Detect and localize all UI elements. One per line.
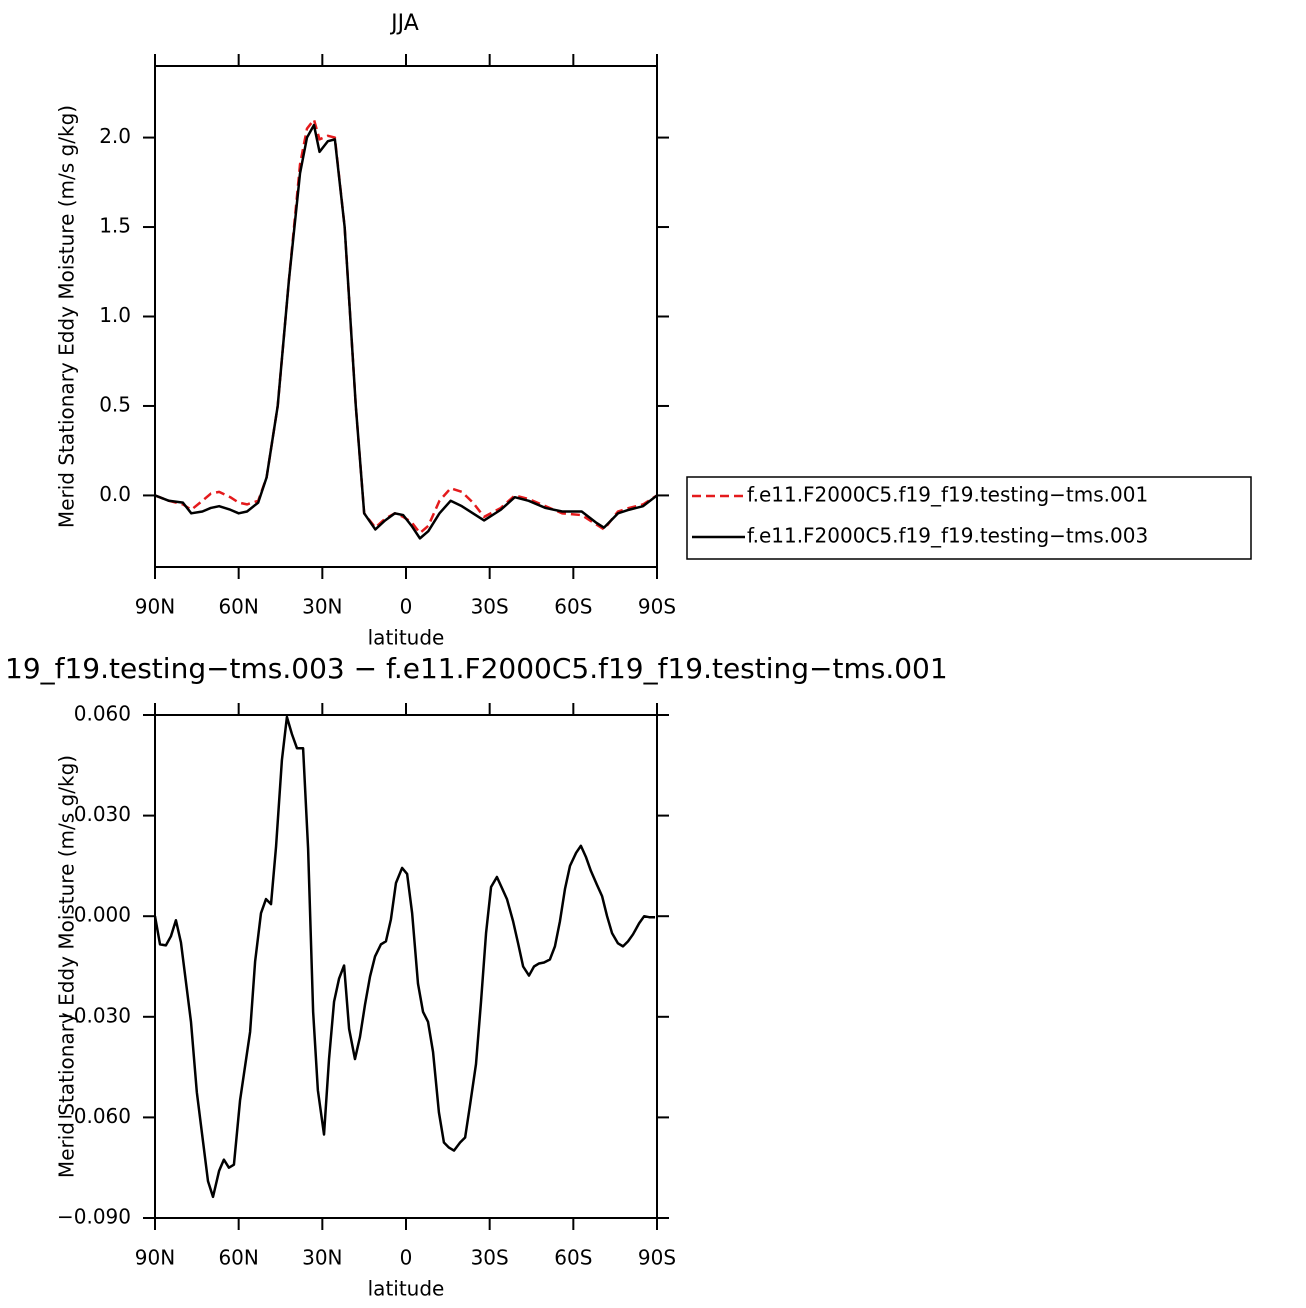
x-tick-label: 60N [218,1246,258,1270]
y-tick-label: 0.0 [99,482,131,506]
y-tick-label: −0.060 [57,1104,131,1128]
data-line [155,715,656,1199]
legend-label: f.e11.F2000C5.f19_f19.testing−tms.003 [747,524,1148,548]
y-axis-label: Merid Stationary Eddy Moisture (m/s g/kg… [55,105,79,528]
chart-title: 19_f19.testing−tms.003 − f.e11.F2000C5.f… [5,652,948,685]
x-tick-label: 0 [400,595,413,619]
plot-area [155,715,656,1199]
plot-frame [154,714,658,1219]
data-line [155,118,657,535]
x-axis-label: latitude [368,626,445,650]
y-tick-label: −0.030 [57,1003,131,1027]
x-tick-label: 30N [302,1246,342,1270]
y-axis-label: Merid Stationary Eddy Moisture (m/s g/kg… [55,755,79,1178]
x-tick-label: 60S [554,595,592,619]
y-tick-label: 0.030 [74,802,131,826]
x-tick-label: 30N [302,595,342,619]
y-tick-label: −0.090 [57,1205,131,1229]
y-tick-label: 1.0 [99,303,131,327]
plot-area [155,118,657,540]
legend-label: f.e11.F2000C5.f19_f19.testing−tms.001 [747,483,1148,507]
x-tick-label: 90N [135,595,175,619]
x-axis-label: latitude [368,1277,445,1301]
x-tick-label: 90S [638,595,676,619]
x-tick-label: 60N [218,595,258,619]
x-tick-label: 90N [135,1246,175,1270]
x-tick-label: 30S [471,595,509,619]
legend-box [686,476,1252,560]
y-tick-label: 0.060 [74,702,131,726]
y-tick-label: 1.5 [99,214,131,238]
x-tick-label: 60S [554,1246,592,1270]
data-line [155,123,657,540]
chart-title: JJA [389,11,419,36]
x-tick-label: 0 [400,1246,413,1270]
plot-frame [154,65,658,568]
y-tick-label: 2.0 [99,124,131,148]
y-tick-label: 0.5 [99,392,131,416]
x-tick-label: 30S [471,1246,509,1270]
y-tick-label: 0.000 [74,903,131,927]
x-tick-label: 90S [638,1246,676,1270]
